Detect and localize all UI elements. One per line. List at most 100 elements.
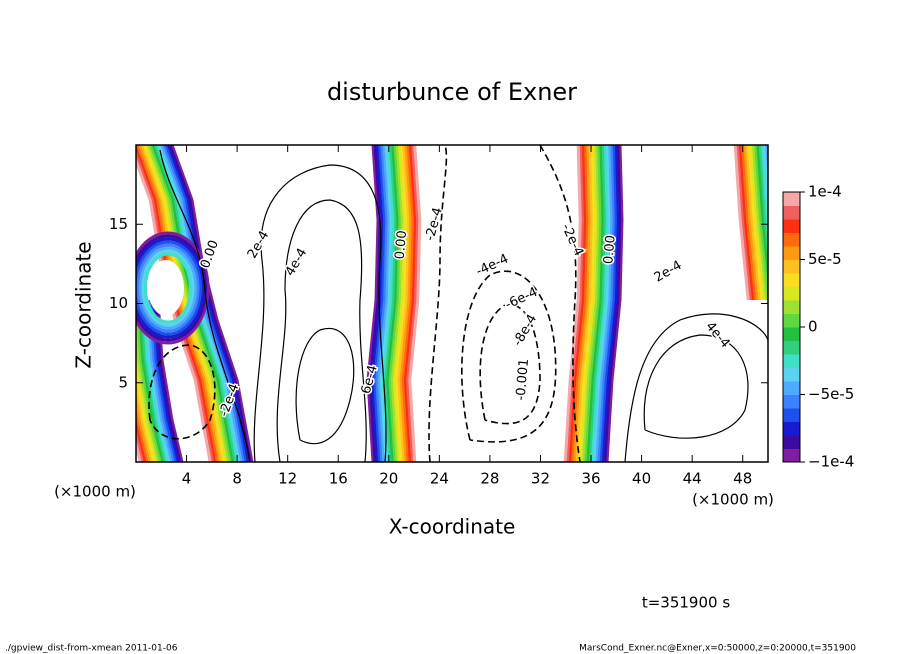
- filled-band: [403, 145, 417, 462]
- filled-band: [596, 145, 615, 462]
- x-tick-label: 32: [531, 470, 550, 488]
- colorbar-swatch: [783, 354, 800, 368]
- filled-band: [749, 145, 766, 301]
- filled-band: [384, 145, 398, 462]
- colorbar-swatch: [783, 367, 800, 382]
- filled-band: [762, 145, 768, 228]
- colorbar-swatch: [783, 286, 800, 301]
- filled-band: [139, 246, 197, 330]
- filled-band: [136, 299, 162, 462]
- colorbar-swatch: [783, 408, 800, 422]
- filled-band: [379, 145, 393, 462]
- filled-band: [136, 240, 202, 336]
- filled-band: [563, 145, 582, 462]
- filled-band: [136, 310, 160, 462]
- filled-band: [406, 145, 420, 462]
- filled-band: [581, 145, 600, 462]
- contour-label: -8e-4: [510, 312, 540, 349]
- filled-band: [401, 145, 415, 462]
- filled-band: [136, 234, 207, 342]
- filled-band: [576, 145, 595, 462]
- filled-band: [603, 145, 622, 462]
- contour-label: -2e-4: [423, 206, 446, 243]
- x-tick-label: 8: [232, 470, 242, 488]
- colorbar-swatch: [783, 232, 800, 247]
- filled-band: [598, 145, 617, 462]
- negative-contours: [148, 145, 581, 462]
- field: [136, 145, 768, 462]
- colorbar-tick-label: −1e-4: [808, 453, 854, 471]
- filled-band: [744, 145, 761, 301]
- contour-line: [159, 149, 251, 462]
- filled-band: [136, 366, 155, 462]
- contour-label: 2e-4: [652, 258, 685, 286]
- low-core: [148, 260, 184, 316]
- contour-line: [428, 145, 448, 462]
- colorbar-swatch: [783, 327, 800, 341]
- contour-label: 4e-4: [283, 246, 311, 279]
- time-label: t=351900 s: [642, 594, 730, 612]
- filled-band: [368, 145, 382, 462]
- contour-line: [624, 313, 768, 462]
- colorbar-swatch: [783, 300, 800, 314]
- filled-band: [760, 145, 768, 250]
- colorbar-swatch: [783, 259, 800, 274]
- filled-band: [733, 145, 750, 301]
- filled-band: [570, 145, 589, 462]
- x-tick-label: 16: [329, 470, 348, 488]
- filled-band: [148, 145, 232, 462]
- colorbar-swatch: [783, 394, 800, 409]
- contour-label: 0.00: [198, 238, 222, 270]
- filled-band: [766, 145, 768, 165]
- filled-band: [375, 145, 389, 462]
- x-tick-label: 4: [182, 470, 192, 488]
- colorbar-tick-label: −5e-5: [808, 385, 854, 403]
- filled-band: [136, 392, 151, 462]
- contour-label: -6e-4: [503, 285, 540, 313]
- contour-label: 2e-4: [245, 228, 273, 261]
- filled-band: [408, 145, 422, 462]
- filled-band: [753, 145, 768, 301]
- filled-band: [583, 145, 602, 462]
- filled-band: [740, 145, 757, 301]
- contour-line: [539, 145, 581, 462]
- x-tick-label: 12: [278, 470, 297, 488]
- colorbar-swatch: [783, 381, 800, 395]
- contour-line: [461, 270, 557, 443]
- filled-band: [738, 145, 755, 301]
- x-tick-label: 28: [480, 470, 499, 488]
- chart-title: disturbunce of Exner: [327, 78, 577, 106]
- colorbar-swatch: [783, 313, 800, 328]
- footer-left: ./gpview_dist-from-xmean 2011-01-06: [5, 644, 178, 654]
- y-tick-label: 10: [109, 294, 128, 312]
- filled-band: [601, 145, 620, 462]
- filled-band: [590, 145, 609, 462]
- filled-band: [574, 145, 593, 462]
- filled-band: [735, 145, 752, 301]
- x-unit: (×1000 m): [692, 491, 774, 509]
- colorbar-tick-label: 5e-5: [808, 250, 842, 268]
- contour-label: -4e-4: [474, 251, 511, 279]
- colorbar-swatch: [783, 421, 800, 436]
- y-tick-label: 5: [118, 373, 128, 391]
- filled-band: [742, 145, 759, 301]
- filled-band: [136, 237, 205, 339]
- filled-band: [136, 343, 158, 462]
- colorbar-swatch: [783, 448, 800, 463]
- x-tick-label: 44: [683, 470, 702, 488]
- filled-band: [373, 145, 387, 462]
- filled-band: [370, 145, 384, 462]
- filled-band: [592, 145, 611, 462]
- filled-band: [568, 145, 587, 462]
- contour-line: [253, 164, 387, 462]
- contour-line: [479, 303, 541, 425]
- colorbar-swatch: [783, 340, 800, 355]
- filled-band: [144, 252, 192, 324]
- filled-band: [386, 145, 400, 462]
- filled-band: [377, 145, 391, 462]
- filled-band: [136, 243, 200, 333]
- filled-band: [141, 249, 195, 327]
- colorbar-swatch: [783, 273, 800, 287]
- filled-band: [136, 419, 147, 462]
- colorbar-tick-label: 1e-4: [808, 183, 842, 201]
